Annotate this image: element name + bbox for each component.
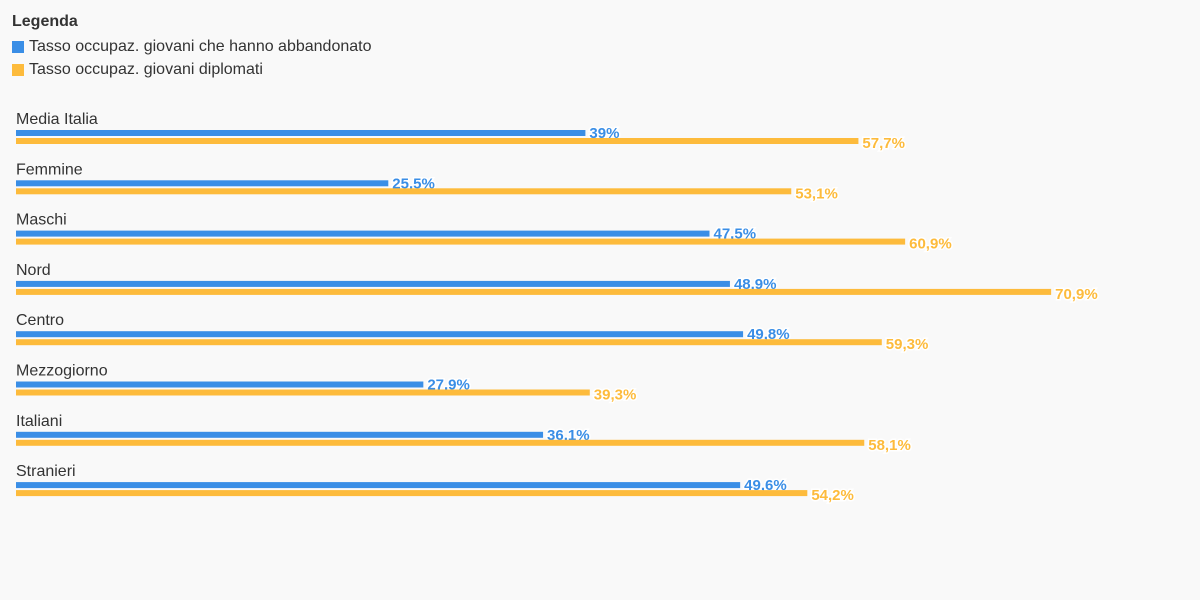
- category-label: Media Italia: [16, 111, 98, 128]
- data-label-series-2: 39,3%: [594, 387, 637, 404]
- bar-series-2[interactable]: [16, 238, 906, 245]
- bar-series-1[interactable]: [16, 230, 710, 237]
- legend-item-series-1[interactable]: Tasso occupaz. giovani che hanno abbando…: [12, 35, 371, 58]
- data-label-series-2: 58,1%: [868, 437, 911, 454]
- legend-swatch-series-1: [12, 40, 24, 53]
- bar-series-1[interactable]: [16, 130, 586, 136]
- bar-series-1[interactable]: [16, 431, 544, 438]
- bar-series-1[interactable]: [16, 381, 424, 388]
- data-label-series-2: 60,9%: [909, 236, 952, 253]
- bar-series-2[interactable]: [16, 138, 859, 144]
- bar-series-2[interactable]: [16, 490, 808, 497]
- data-label-series-2: 53,1%: [795, 185, 838, 202]
- legend-item-series-2[interactable]: Tasso occupaz. giovani diplomati: [12, 58, 371, 81]
- category-label: Femmine: [16, 161, 83, 178]
- legend-label-series-2: Tasso occupaz. giovani diplomati: [29, 60, 263, 78]
- bar-series-1[interactable]: [16, 280, 730, 287]
- data-label-series-2: 54,2%: [811, 487, 854, 504]
- bar-series-2[interactable]: [16, 188, 792, 195]
- legend-title: Legenda: [12, 13, 78, 30]
- bar-series-2[interactable]: [16, 288, 1052, 295]
- category-label: Italiani: [16, 413, 62, 430]
- bar-series-1[interactable]: [16, 331, 744, 338]
- bar-series-1[interactable]: [16, 482, 741, 489]
- category-label: Centro: [16, 312, 64, 329]
- data-label-series-2: 57,7%: [862, 135, 905, 152]
- data-label-series-2: 70,9%: [1055, 286, 1098, 303]
- legend-label-series-1: Tasso occupaz. giovani che hanno abbando…: [29, 37, 372, 55]
- bar-series-1[interactable]: [16, 180, 389, 187]
- category-label: Mezzogiorno: [16, 363, 108, 380]
- bar-series-2[interactable]: [16, 439, 865, 446]
- category-label: Stranieri: [16, 463, 76, 480]
- legend: Legenda Tasso occupaz. giovani che hanno…: [12, 13, 371, 81]
- bar-series-2[interactable]: [16, 339, 882, 346]
- data-label-series-2: 59,3%: [886, 336, 929, 353]
- category-label: Nord: [16, 262, 51, 279]
- legend-swatch-series-2: [12, 63, 24, 76]
- bar-series-2[interactable]: [16, 389, 590, 396]
- category-label: Maschi: [16, 212, 67, 229]
